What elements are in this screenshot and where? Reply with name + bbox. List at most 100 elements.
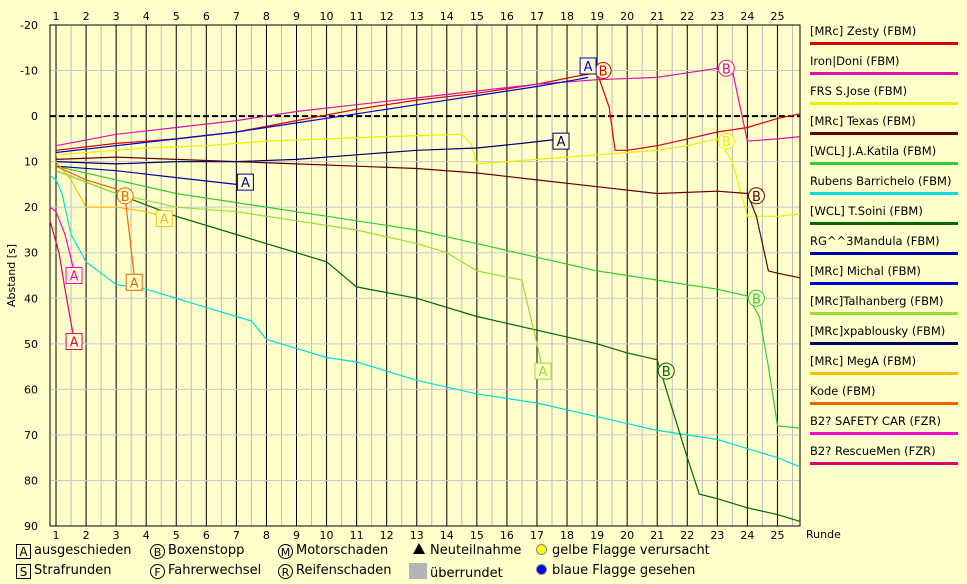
series-line-9 bbox=[55, 170, 544, 372]
legend-label: [WCL] T.Soini (FBM) bbox=[810, 204, 923, 218]
legend-label: Iron|Doni (FBM) bbox=[810, 54, 900, 68]
x-tick-label-bottom: 5 bbox=[173, 529, 180, 540]
x-tick-label-top: 10 bbox=[320, 10, 334, 23]
neuteilnahme-triangle-icon bbox=[413, 543, 425, 554]
x-tick-label-bottom: 1 bbox=[53, 529, 60, 540]
marker-letter: A bbox=[160, 213, 169, 228]
x-tick-label-top: 6 bbox=[203, 10, 210, 23]
legend-swatch bbox=[810, 462, 958, 465]
legend-label: [WCL] J.A.Katila (FBM) bbox=[810, 144, 937, 158]
legend-label: [MRc] MegA (FBM) bbox=[810, 354, 917, 368]
marker-B-4: B bbox=[747, 289, 765, 307]
marker-circle bbox=[717, 59, 735, 77]
lapped-grey-swatch-icon bbox=[409, 563, 427, 579]
marker-box bbox=[65, 267, 83, 284]
legend-swatch bbox=[810, 132, 958, 135]
marker-box bbox=[236, 173, 254, 191]
legend-item: B2? RescueMen (FZR) bbox=[810, 444, 958, 466]
x-tick-label-top: 8 bbox=[263, 10, 270, 23]
legend-swatch bbox=[810, 402, 958, 405]
y-tick-label: 70 bbox=[24, 429, 38, 442]
legend-swatch bbox=[810, 222, 958, 225]
x-tick-label-top: 23 bbox=[710, 10, 724, 23]
x-tick-label-bottom: 16 bbox=[500, 529, 514, 540]
x-tick-label-top: 19 bbox=[590, 10, 604, 23]
x-tick-label-top: 16 bbox=[500, 10, 514, 23]
x-tick-label-top: 18 bbox=[560, 10, 574, 23]
x-tick-label-bottom: 14 bbox=[440, 529, 454, 540]
series-line-13 bbox=[49, 206, 75, 272]
x-tick-label-bottom: 21 bbox=[650, 529, 664, 540]
x-tick-label-bottom: 25 bbox=[770, 529, 784, 540]
marker-letter: B bbox=[752, 292, 761, 307]
x-tick-label-bottom: 7 bbox=[233, 529, 240, 540]
x-tick-label-top: 12 bbox=[380, 10, 394, 23]
x-tick-label-top: 22 bbox=[680, 10, 694, 23]
legend-swatch bbox=[810, 342, 958, 345]
x-tick-label-bottom: 23 bbox=[710, 529, 724, 540]
marker-letter: B bbox=[121, 190, 130, 205]
legend-label: B2? SAFETY CAR (FZR) bbox=[810, 414, 941, 428]
legend-item: Rubens Barrichelo (FBM) bbox=[810, 174, 958, 196]
marker-A-9: A bbox=[534, 362, 552, 380]
legend-label: FRS S.Jose (FBM) bbox=[810, 84, 908, 98]
key-label: gelbe Flagge verursacht bbox=[552, 543, 710, 558]
marker-B-1: B bbox=[717, 59, 735, 77]
x-tick-label-top: 3 bbox=[113, 10, 120, 23]
legend-item: [WCL] T.Soini (FBM) bbox=[810, 204, 958, 226]
y-tick-label: 10 bbox=[24, 156, 38, 169]
x-tick-label-bottom: 12 bbox=[380, 529, 394, 540]
x-tick-label-bottom: 22 bbox=[680, 529, 694, 540]
key-gelbe-flagge: gelbe Flagge verursacht bbox=[534, 543, 710, 563]
marker-box bbox=[155, 210, 173, 228]
x-tick-label-top: 15 bbox=[470, 10, 484, 23]
marker-circle bbox=[717, 132, 735, 150]
key-reifenschaden: R Reifenschaden bbox=[278, 563, 392, 583]
y-tick-label: 80 bbox=[24, 474, 38, 487]
x-tick-label-top: 25 bbox=[770, 10, 784, 23]
x-axis-title: Runde bbox=[806, 528, 841, 540]
legend-swatch bbox=[810, 252, 958, 255]
legend-label: [MRc]xpablousky (FBM) bbox=[810, 324, 946, 338]
marker-letter: A bbox=[557, 135, 566, 150]
key-label: Boxenstopp bbox=[168, 543, 245, 558]
key-motorschaden: M Motorschaden bbox=[278, 543, 388, 563]
legend-label: B2? RescueMen (FZR) bbox=[810, 444, 936, 458]
key-label: Neuteilnahme bbox=[430, 543, 522, 558]
series-line-14 bbox=[49, 220, 75, 340]
series-line-5 bbox=[49, 174, 801, 468]
marker-letter: B bbox=[662, 365, 671, 380]
y-axis-title: Abstand [s] bbox=[5, 244, 18, 307]
series-line-3 bbox=[55, 156, 801, 279]
x-tick-label-bottom: 17 bbox=[530, 529, 544, 540]
y-tick-label: 60 bbox=[24, 383, 38, 396]
legend-label: Rubens Barrichelo (FBM) bbox=[810, 174, 952, 188]
legend-label: Kode (FBM) bbox=[810, 384, 876, 398]
legend-item: RG^^3Mandula (FBM) bbox=[810, 234, 958, 256]
marker-circle bbox=[747, 289, 765, 307]
y-tick-label: 40 bbox=[24, 292, 38, 305]
x-tick-label-bottom: 4 bbox=[143, 529, 150, 540]
x-tick-label-bottom: 13 bbox=[410, 529, 424, 540]
x-tick-label-top: 9 bbox=[293, 10, 300, 23]
x-tick-label-top: 7 bbox=[233, 10, 240, 23]
legend-item: [MRc] MegA (FBM) bbox=[810, 354, 958, 376]
legend-item: Iron|Doni (FBM) bbox=[810, 54, 958, 76]
yellow-dot-icon bbox=[536, 544, 547, 555]
y-tick-label: 50 bbox=[24, 338, 38, 351]
legend-label: [MRc] Michal (FBM) bbox=[810, 264, 921, 278]
x-tick-label-bottom: 3 bbox=[113, 529, 120, 540]
key-strafrunden: S Strafrunden bbox=[16, 563, 112, 583]
key-label: Strafrunden bbox=[34, 563, 112, 578]
x-tick-label-bottom: 18 bbox=[560, 529, 574, 540]
marker-B-3: B bbox=[747, 187, 765, 205]
plot-border bbox=[49, 24, 801, 527]
legend-swatch bbox=[810, 42, 958, 45]
legend-item: [MRc]Talhanberg (FBM) bbox=[810, 294, 958, 316]
key-neuteilnahme: Neuteilnahme bbox=[411, 543, 521, 563]
marker-box bbox=[534, 362, 552, 380]
marker-circle bbox=[747, 187, 765, 205]
marker-box bbox=[65, 333, 83, 351]
